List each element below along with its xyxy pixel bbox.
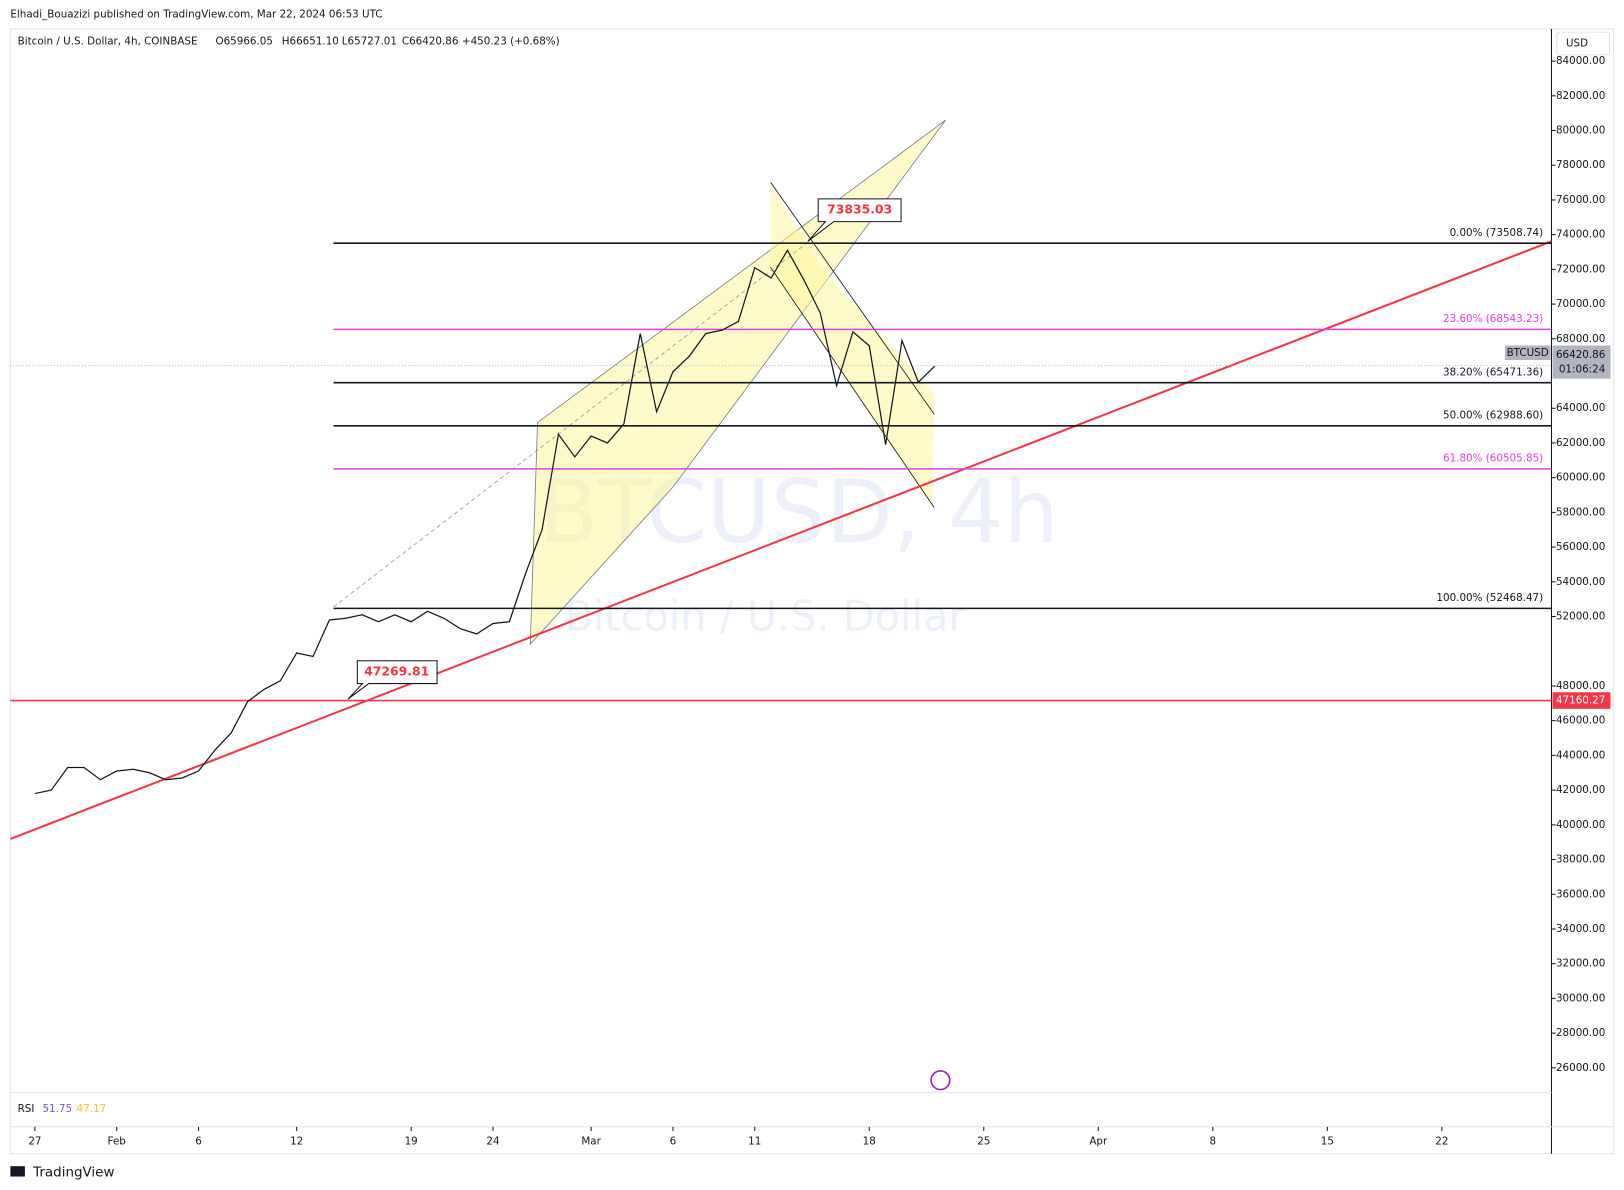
x-tick-label: Mar [581,1135,601,1147]
y-tick-label: 62000.00 [1556,437,1605,449]
y-tick-label: 56000.00 [1556,541,1605,553]
x-tick-label: 27 [28,1135,41,1147]
currency-button[interactable] [1556,31,1610,56]
fib-label: 38.20% (65471.36) [1443,366,1543,378]
ohlc-open: O65966.05 [215,35,273,47]
x-tick-label: 18 [863,1135,876,1147]
published: Elhadi_Bouazizi published on TradingView… [10,8,382,20]
y-tick-label: 60000.00 [1556,472,1605,484]
fib-label: 23.60% (68543.23) [1443,313,1543,325]
x-tick-label: 8 [1210,1135,1217,1147]
price-line [34,249,936,795]
fib-label: 61.80% (60505.85) [1443,453,1543,465]
callout: 73835.03 47269.81 [347,198,902,700]
change: +450.23 (+0.68%) [462,35,560,47]
x-tick-label: 24 [486,1135,499,1147]
y-tick-label: 54000.00 [1556,576,1605,588]
y-tick-label: 36000.00 [1556,888,1605,900]
y-tick-label: 64000.00 [1556,402,1605,414]
y-tick-label: 80000.00 [1556,125,1605,137]
y-tick-label: 44000.00 [1556,749,1605,761]
y-tick-label: 32000.00 [1556,958,1605,970]
rsi-value: 51.75 [42,1103,72,1115]
y-tick-label: 34000.00 [1556,923,1605,935]
y-tick-label: 48000.00 [1556,680,1605,692]
y-tick-label: 70000.00 [1556,298,1605,310]
ohlc-high: H66651.10 [282,35,339,47]
y-tick-label: 82000.00 [1556,90,1605,102]
y-tick-label: 28000.00 [1556,1027,1605,1039]
price-tag [1504,345,1551,361]
y-tick-label: 68000.00 [1556,333,1605,345]
y-tick-label: 30000.00 [1556,992,1605,1004]
brand: TradingView [32,1165,114,1180]
watermark-text: Bitcoin / U.S. Dollar [564,592,966,640]
x-tick-label: 25 [977,1135,990,1147]
fib-label: 50.00% (62988.60) [1443,409,1543,421]
support-label: 47160.27 [1556,695,1605,707]
x-tick-label: 19 [405,1135,418,1147]
x-tick-label: 11 [748,1135,761,1147]
y-tick-label: 38000.00 [1556,854,1605,866]
currency: USD [1566,37,1588,49]
fib-label: 100.00% (52468.47) [1436,592,1543,604]
y-tick-label: 40000.00 [1556,819,1605,831]
y-tick-label: 42000.00 [1556,784,1605,796]
y-tick-label: 58000.00 [1556,506,1605,518]
fib-label: 0.00% (73508.74) [1450,227,1544,239]
y-tick-label: 74000.00 [1556,229,1605,241]
x-tick-label: 6 [195,1135,202,1147]
x-tick-label: 15 [1321,1135,1334,1147]
price-timer: 01:06:24 [1559,363,1605,375]
price-tag [1552,692,1611,709]
y-tick-label: 52000.00 [1556,611,1605,623]
callout-label: 73835.03 [827,202,892,217]
x-tick-label: 6 [670,1135,677,1147]
rsi-name: RSI [18,1103,35,1115]
x-tick-label: Apr [1089,1135,1108,1147]
rsi-value: 47.17 [77,1103,107,1115]
x-tick-label: Feb [108,1135,126,1147]
symbol: Bitcoin / U.S. Dollar, 4h, COINBASE [18,35,198,47]
watermark: BTCUSD, 4h Bitcoin / U.S. Dollar [539,461,1059,641]
price-label: 66420.86 [1556,349,1605,361]
x-tick-label: 22 [1435,1135,1448,1147]
y-tick-label: 76000.00 [1556,194,1605,206]
x-tick-label: 12 [290,1135,303,1147]
y-tick-label: 72000.00 [1556,263,1605,275]
y-tick-label: 84000.00 [1556,55,1605,67]
price-symbol: BTCUSD [1507,347,1549,359]
ohlc-low: L65727.01 [342,35,397,47]
price-tag [1552,345,1611,379]
y-tick-label: 46000.00 [1556,715,1605,727]
y-tick-label: 78000.00 [1556,159,1605,171]
callout-label: 47269.81 [364,664,429,679]
ohlc-close: C66420.86 [402,35,459,47]
y-tick-label: 26000.00 [1556,1062,1605,1074]
